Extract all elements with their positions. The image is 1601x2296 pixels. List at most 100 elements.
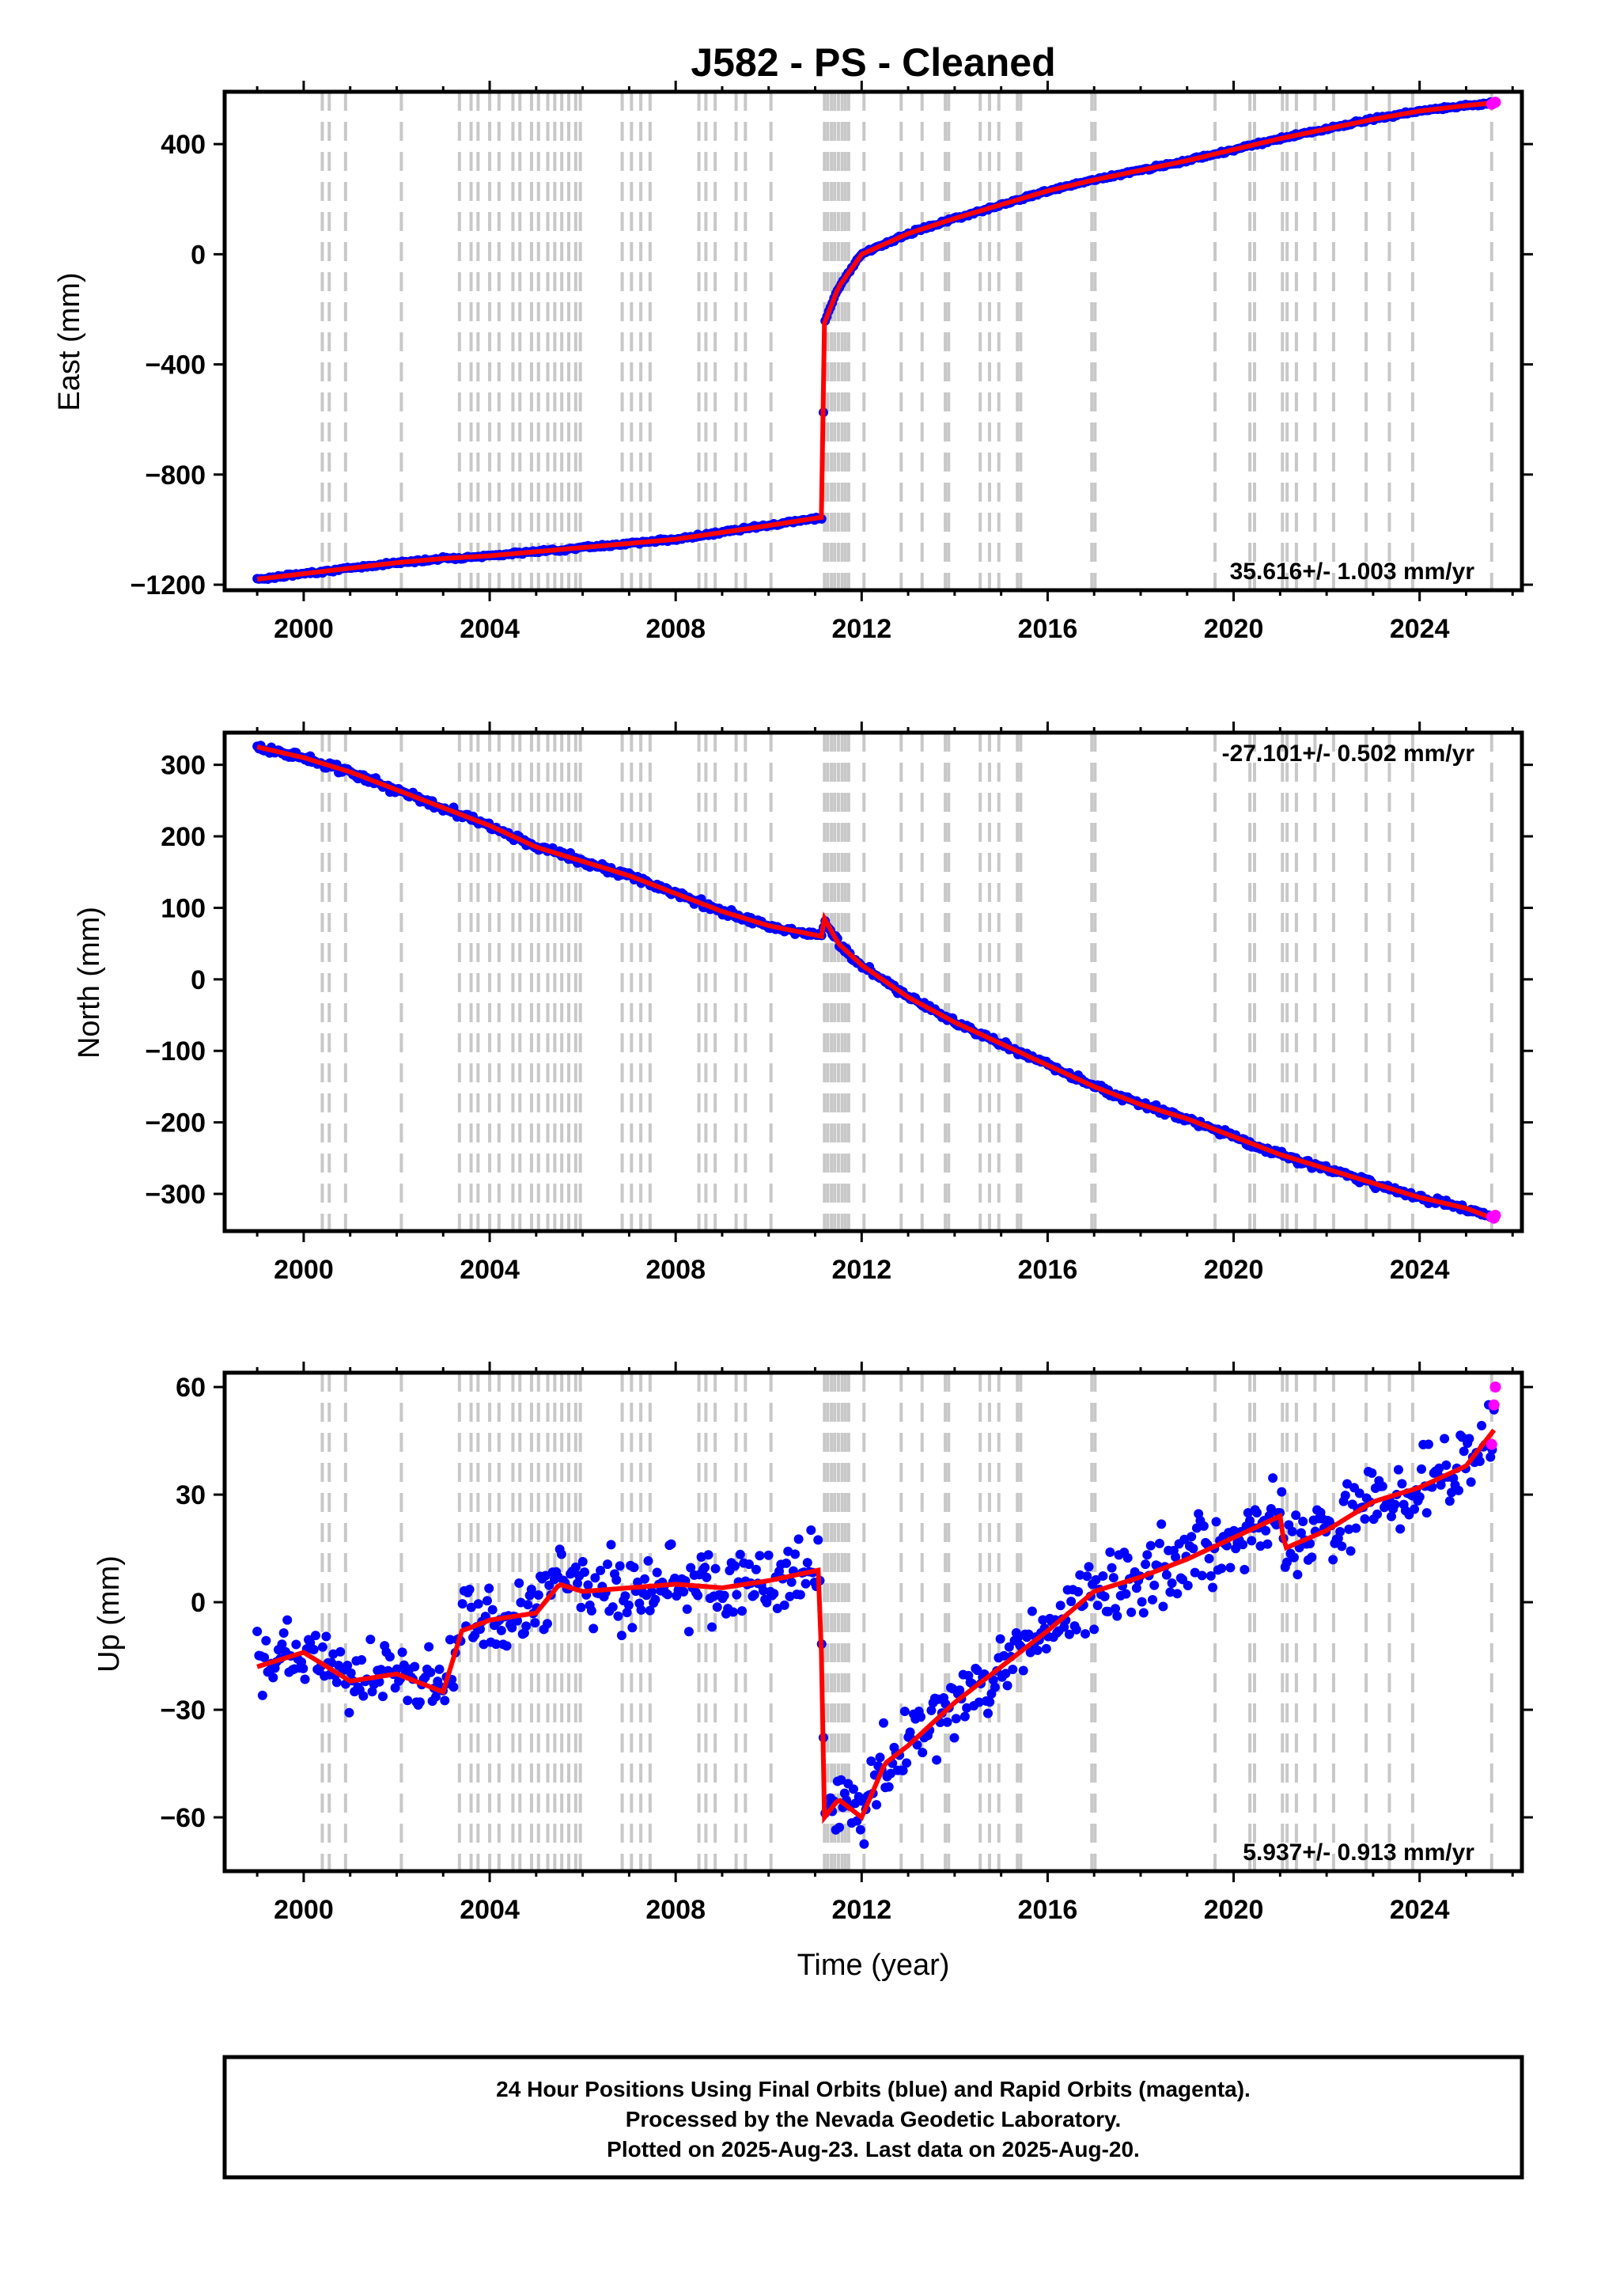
up-point bbox=[1158, 1601, 1168, 1612]
up-point bbox=[533, 1589, 543, 1600]
up-point bbox=[607, 1602, 618, 1612]
up-point bbox=[735, 1549, 745, 1559]
up-point bbox=[1397, 1479, 1407, 1489]
up-point bbox=[300, 1674, 310, 1684]
up-point bbox=[449, 1682, 459, 1692]
east-ytick-label: 400 bbox=[161, 130, 206, 160]
east-xtick-label: 2024 bbox=[1390, 614, 1450, 644]
north-ytick-label: −100 bbox=[145, 1036, 206, 1067]
up-point bbox=[1459, 1446, 1469, 1457]
up-panel: Up (mm) Time (year) 2000 2004 2008 2012 2016… bbox=[93, 1362, 1533, 1982]
up-point bbox=[577, 1556, 588, 1567]
up-point bbox=[357, 1655, 367, 1665]
up-point bbox=[1453, 1485, 1463, 1495]
up-point bbox=[866, 1756, 876, 1767]
east-xtick-label: 2012 bbox=[831, 614, 891, 644]
up-point bbox=[1282, 1557, 1293, 1567]
up-point bbox=[482, 1596, 492, 1606]
up-point bbox=[1466, 1477, 1476, 1487]
north-xtick-label: 2000 bbox=[274, 1255, 334, 1285]
up-point bbox=[521, 1621, 532, 1631]
up-point bbox=[501, 1641, 512, 1651]
up-point bbox=[1171, 1552, 1181, 1563]
up-point bbox=[317, 1642, 327, 1652]
up-point bbox=[507, 1623, 517, 1633]
footer-line-2: Processed by the Nevada Geodetic Laborat… bbox=[626, 2107, 1122, 2131]
east-panel: East (mm) 2000 2004 2008 2012 2016 2020 2024 40… bbox=[53, 81, 1533, 644]
up-point bbox=[1386, 1511, 1396, 1521]
up-point bbox=[985, 1697, 995, 1707]
up-point bbox=[491, 1639, 501, 1650]
up-point bbox=[1183, 1580, 1193, 1590]
up-point bbox=[484, 1583, 494, 1593]
up-point bbox=[640, 1574, 650, 1584]
footer-line-3: Plotted on 2025-Aug-23. Last data on 202… bbox=[607, 2137, 1140, 2161]
up-point bbox=[1335, 1527, 1346, 1537]
up-point bbox=[1344, 1524, 1354, 1534]
north-model-line bbox=[256, 744, 1495, 1222]
up-point bbox=[1001, 1669, 1011, 1679]
up-point bbox=[1346, 1546, 1356, 1556]
up-point bbox=[855, 1824, 865, 1835]
up-point bbox=[707, 1622, 717, 1632]
up-point bbox=[1071, 1624, 1081, 1635]
up-point bbox=[530, 1618, 540, 1628]
up-point bbox=[343, 1660, 353, 1670]
up-point bbox=[1121, 1589, 1131, 1599]
east-xtick-label: 2004 bbox=[460, 614, 520, 644]
up-point bbox=[268, 1673, 278, 1683]
up-point bbox=[1131, 1583, 1141, 1593]
up-point bbox=[1367, 1468, 1377, 1478]
up-ytick-label: 0 bbox=[191, 1588, 206, 1618]
north-ytick-label: 0 bbox=[191, 965, 206, 995]
up-ylabel: Up (mm) bbox=[93, 1555, 126, 1673]
up-point bbox=[763, 1550, 774, 1560]
up-point bbox=[487, 1605, 498, 1615]
up-point bbox=[1126, 1607, 1137, 1617]
up-point bbox=[737, 1606, 748, 1616]
up-xtick-label: 2024 bbox=[1390, 1895, 1450, 1925]
north-ytick-label: 100 bbox=[161, 893, 206, 923]
up-point bbox=[1268, 1473, 1278, 1483]
up-point bbox=[751, 1564, 761, 1574]
up-point bbox=[836, 1775, 846, 1785]
up-xtick-label: 2012 bbox=[831, 1895, 891, 1925]
up-point bbox=[645, 1605, 655, 1616]
up-point bbox=[1262, 1539, 1273, 1549]
up-point bbox=[1064, 1629, 1074, 1639]
up-point bbox=[1261, 1525, 1271, 1536]
up-point bbox=[308, 1644, 319, 1654]
up-point bbox=[622, 1608, 632, 1618]
up-point bbox=[261, 1635, 271, 1646]
up-point bbox=[1156, 1519, 1167, 1529]
up-point bbox=[1486, 1452, 1496, 1462]
north-xtick-label: 2008 bbox=[645, 1255, 706, 1285]
up-point bbox=[1289, 1552, 1299, 1563]
up-ytick-label: 30 bbox=[176, 1480, 206, 1510]
up-point bbox=[1372, 1509, 1383, 1519]
up-point bbox=[1172, 1589, 1183, 1599]
up-point bbox=[1107, 1563, 1117, 1573]
up-point bbox=[995, 1634, 1005, 1644]
up-rate-label: 5.937+/- 0.913 mm/yr bbox=[1243, 1839, 1474, 1866]
up-point bbox=[1167, 1578, 1177, 1589]
up-rapid-point bbox=[1488, 1399, 1500, 1411]
up-point bbox=[686, 1563, 696, 1573]
up-point bbox=[1108, 1573, 1118, 1583]
up-point bbox=[703, 1550, 713, 1560]
up-point bbox=[1296, 1528, 1306, 1538]
footer-frame bbox=[222, 2055, 1524, 2180]
up-point bbox=[1205, 1570, 1216, 1581]
north-frame bbox=[222, 730, 1524, 1233]
up-point bbox=[949, 1733, 959, 1743]
up-point bbox=[616, 1631, 626, 1641]
east-ytick-label: 0 bbox=[191, 240, 206, 270]
up-point bbox=[344, 1707, 354, 1718]
up-point bbox=[1027, 1606, 1037, 1616]
up-point bbox=[321, 1631, 331, 1642]
up-point bbox=[1098, 1570, 1108, 1581]
up-point bbox=[982, 1708, 993, 1718]
east-rate-label: 35.616+/- 1.003 mm/yr bbox=[1230, 559, 1475, 585]
up-point bbox=[1240, 1564, 1250, 1574]
up-point bbox=[670, 1573, 680, 1583]
